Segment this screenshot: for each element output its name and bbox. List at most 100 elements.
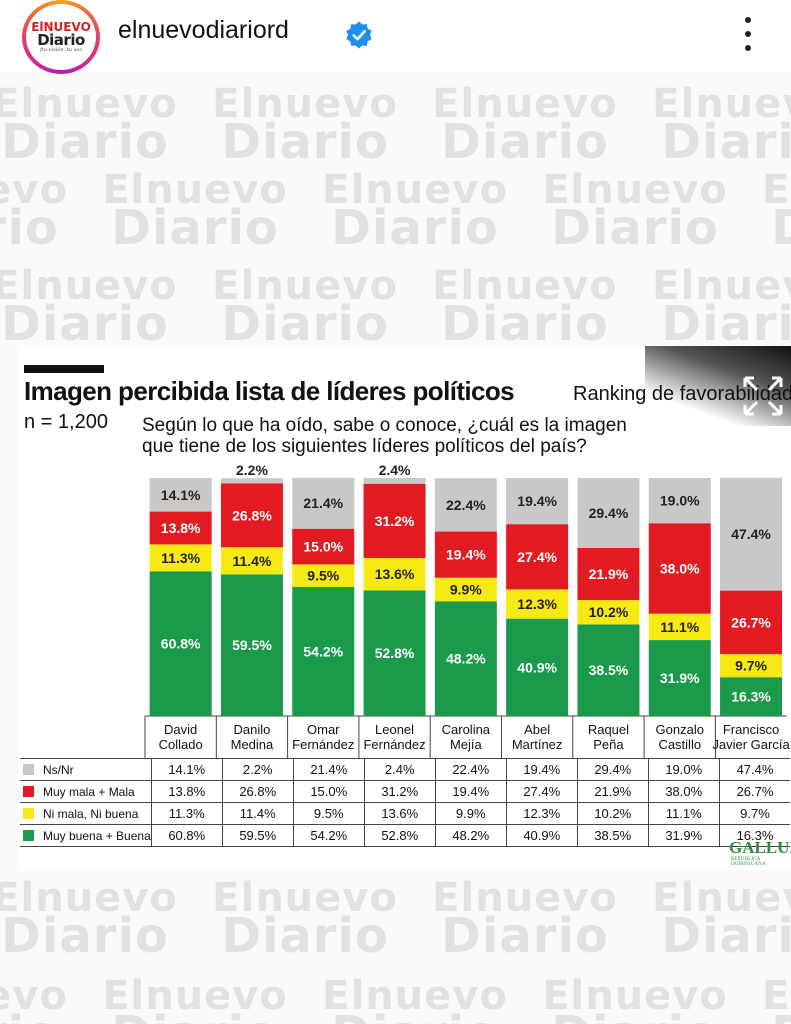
- watermark-line1: Elnuevo: [0, 973, 68, 1019]
- post-header: ElNUEVO Diario ftu visión, tu voz elnuev…: [0, 0, 791, 74]
- watermark-line2: Diario: [221, 296, 389, 352]
- table-cell: 2.2%: [221, 758, 294, 781]
- category-label-line: Castillo: [658, 737, 702, 752]
- watermark-line2: Diario: [755, 1010, 791, 1024]
- legend-label: Ni mala, Ni buena: [43, 806, 139, 821]
- watermark-line1: Elnuevo: [542, 167, 728, 213]
- watermark-line2: Diario: [315, 1010, 515, 1024]
- table-cell: 48.2%: [434, 824, 507, 847]
- category-label: Abel Martínez: [497, 722, 577, 752]
- table-cell: 11.4%: [221, 802, 294, 825]
- watermark-line1: Elnuevo: [762, 973, 791, 1019]
- watermark-line1: Elnuevo: [322, 167, 508, 213]
- watermark-line1: Elnuevo: [102, 167, 288, 213]
- watermark-line2: Diario: [661, 114, 791, 170]
- table-cell: 47.4%: [718, 758, 791, 781]
- dot-icon: [745, 17, 751, 23]
- watermark-line2: Diario: [755, 204, 791, 252]
- category-label: Carolina Mejía: [426, 722, 506, 752]
- watermark-line1: Elnuevo: [762, 167, 791, 213]
- table-cell: 15.0%: [292, 780, 365, 803]
- watermark-line2: Diario: [441, 114, 609, 170]
- watermark-line1: Elnuevo: [102, 973, 288, 1019]
- watermark-line2: Diario: [111, 200, 279, 256]
- table-cell: 12.3%: [505, 802, 578, 825]
- table-cell: 59.5%: [221, 824, 294, 847]
- category-label: Raquel Peña: [568, 722, 648, 752]
- table-cell: 13.8%: [150, 780, 223, 803]
- table-row: Muy mala + Mala 13.8% 26.8% 15.0% 31.2% 19.4%…: [20, 780, 791, 803]
- table-cell: 29.4%: [576, 758, 649, 781]
- category-label-line: Danilo: [233, 722, 271, 737]
- category-label-line: Mejía: [449, 737, 482, 752]
- dot-icon: [745, 45, 751, 51]
- table-cell: 14.1%: [150, 758, 223, 781]
- watermark-line1: Elnuevo: [0, 263, 178, 309]
- table-cell: 38.0%: [647, 780, 720, 803]
- watermark-line2: Diario: [551, 200, 719, 256]
- expand-icon[interactable]: [741, 374, 785, 418]
- legend-swatch: [23, 829, 34, 841]
- username-link[interactable]: elnuevodiariord: [118, 16, 289, 44]
- verified-badge-icon: [346, 21, 372, 49]
- table-cell: 21.9%: [576, 780, 649, 803]
- category-label: David Collado: [141, 722, 221, 752]
- watermark-line2: Diario: [331, 200, 499, 256]
- watermark-line2: Diario: [0, 1010, 75, 1024]
- watermark-line2: Diario: [1, 908, 169, 964]
- table-cell: 60.8%: [150, 824, 223, 847]
- watermark-line2: Diario: [1, 296, 169, 352]
- survey-question: Según lo que ha oído, sabe o conoce, ¿cu…: [142, 415, 627, 457]
- table-cell: 31.9%: [647, 824, 720, 847]
- table-cell: 13.6%: [363, 802, 436, 825]
- category-label-line: Leonel: [375, 722, 415, 737]
- table-cell: 27.4%: [505, 780, 578, 803]
- corner-shade: [645, 346, 791, 426]
- category-label-line: Medina: [230, 737, 274, 752]
- category-label-line: Gonzalo: [655, 722, 704, 737]
- table-cell: 19.4%: [505, 758, 578, 781]
- watermark-line1: Elnuevo: [322, 973, 508, 1019]
- more-options-icon[interactable]: [736, 14, 760, 54]
- legend-swatch: [23, 807, 34, 819]
- profile-avatar[interactable]: ElNUEVO Diario ftu visión, tu voz: [22, 0, 100, 74]
- category-label: Francisco Javier García: [711, 722, 791, 752]
- watermark-line2: Diario: [661, 296, 791, 352]
- category-label-line: Omar: [307, 722, 340, 737]
- table-cell: 26.7%: [718, 780, 791, 803]
- category-label-line: Fernández: [292, 737, 355, 752]
- table-cell: 11.3%: [150, 802, 223, 825]
- watermark-line2: Diario: [441, 296, 609, 352]
- legend-swatch: [23, 785, 34, 797]
- watermark-line1: Elnuevo: [652, 81, 791, 127]
- watermark-line1: Elnuevo: [542, 973, 728, 1019]
- sample-size: n = 1,200: [24, 411, 108, 433]
- category-label-line: Fernández: [363, 737, 426, 752]
- table-cell: 9.7%: [718, 802, 791, 825]
- legend-swatch: [23, 763, 34, 775]
- chart-right-subtitle: Ranking de favorabilidad: [573, 383, 791, 405]
- table-cell: 38.5%: [576, 824, 649, 847]
- legend-label: Muy buena + Buena: [43, 828, 151, 843]
- category-names: David Collado Danilo Medina Omar Fernández Leo…: [0, 718, 791, 758]
- category-label: Danilo Medina: [212, 722, 292, 752]
- row-label: Ns/Nr: [20, 758, 152, 781]
- watermark-line1: Elnuevo: [432, 81, 618, 127]
- table-cell: 9.9%: [434, 802, 507, 825]
- table-cell: 52.8%: [363, 824, 436, 847]
- table-cell: 22.4%: [434, 758, 507, 781]
- row-label: Muy mala + Mala: [20, 780, 152, 803]
- watermark-line1: Elnuevo: [432, 263, 618, 309]
- avatar-logo: ElNUEVO Diario ftu visión, tu voz: [26, 4, 96, 70]
